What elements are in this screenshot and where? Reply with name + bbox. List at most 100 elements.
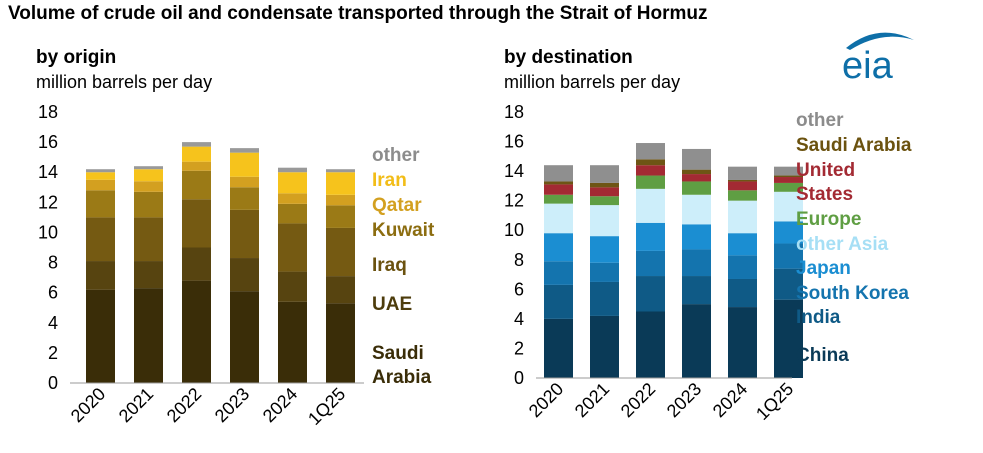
destination-bar-segment [682, 276, 711, 305]
destination-bar-segment [636, 311, 665, 378]
destination-y-tick-label: 16 [504, 132, 524, 152]
destination-bar-segment [774, 243, 803, 269]
origin-legend-label: Iraq [372, 255, 407, 276]
origin-bar-segment [182, 199, 211, 248]
destination-bar-segment [774, 177, 803, 183]
destination-bar-segment [728, 166, 757, 180]
destination-bar-segment [728, 255, 757, 279]
destination-y-tick-label: 8 [514, 250, 524, 270]
destination-bar-segment [544, 203, 573, 234]
destination-bar-segment [728, 278, 757, 308]
origin-bar-segment [230, 291, 259, 383]
origin-bar-segment [278, 167, 307, 173]
destination-y-tick-label: 10 [504, 220, 524, 240]
origin-bar-segment [230, 148, 259, 153]
origin-bar-segment [182, 280, 211, 383]
destination-bar-segment [590, 315, 619, 378]
origin-x-tick-label: 2021 [115, 384, 157, 426]
origin-x-tick-label: 2022 [163, 384, 205, 426]
left-chart-unit-label: million barrels per day [36, 72, 213, 92]
origin-legend-label: UAE [372, 294, 412, 315]
destination-bar-segment [682, 224, 711, 250]
origin-bar-segment [86, 169, 115, 173]
destination-bar-segment [590, 236, 619, 263]
destination-y-tick-label: 4 [514, 309, 524, 329]
origin-bar-segment [326, 169, 355, 173]
origin-bar-segment [326, 205, 355, 228]
destination-bar-segment [774, 191, 803, 222]
origin-bar-segment [182, 142, 211, 147]
origin-bar-segment [278, 301, 307, 383]
destination-bar-segment [590, 196, 619, 206]
origin-bar-segment [86, 179, 115, 191]
destination-bar-segment [544, 181, 573, 185]
origin-bar-segment [182, 247, 211, 281]
destination-chart: 0 2 4 6 8 10 12 14 16 18 2020 2021 2022 2023 2024 1Q25 o… [504, 102, 912, 424]
destination-x-tick-label: 2022 [617, 379, 659, 421]
destination-bar-segment [590, 182, 619, 188]
destination-bar-segment [590, 281, 619, 316]
destination-bar-segment [544, 194, 573, 204]
origin-y-tick-label: 12 [38, 192, 58, 212]
destination-bar-segment [636, 143, 665, 160]
origin-bar-segment [182, 161, 211, 171]
origin-legend-label: Kuwait [372, 220, 435, 241]
destination-legend-label: China [796, 345, 849, 366]
origin-bar-segment [86, 217, 115, 262]
origin-bar-segment [230, 176, 259, 188]
origin-bar-segment [326, 172, 355, 195]
destination-bar-segment [774, 175, 803, 178]
destination-bar-segment [774, 299, 803, 378]
destination-legend-label: States [796, 184, 853, 205]
origin-bar-segment [86, 261, 115, 290]
chart-title: Volume of crude oil and condensate trans… [8, 3, 708, 24]
destination-bar-segment [544, 165, 573, 182]
destination-legend-label: Saudi Arabia [796, 135, 912, 156]
origin-bar-segment [134, 166, 163, 170]
origin-x-tick-label: 1Q25 [304, 384, 349, 429]
origin-y-tick-label: 2 [48, 343, 58, 363]
destination-bar-segment [544, 284, 573, 319]
origin-x-tick-label: 2023 [211, 384, 253, 426]
origin-bar-segment [134, 261, 163, 289]
destination-bar-segment [774, 268, 803, 300]
destination-y-tick-label: 14 [504, 161, 524, 181]
origin-legend-label: Qatar [372, 195, 422, 216]
destination-x-tick-label: 2023 [663, 379, 705, 421]
destination-bar-segment [544, 233, 573, 262]
destination-bar-segment [544, 184, 573, 195]
destination-legend-label: other [796, 110, 844, 131]
destination-y-tick-label: 18 [504, 102, 524, 122]
origin-bar-segment [134, 181, 163, 192]
origin-bar-segment [134, 217, 163, 262]
eia-logo-icon: eia [842, 32, 914, 82]
destination-legend-label: United [796, 160, 855, 181]
origin-bar-segment [278, 223, 307, 272]
destination-bar-segment [682, 174, 711, 182]
eia-logo-swoosh [846, 32, 914, 50]
origin-bar-segment [182, 146, 211, 162]
origin-legend-label: other [372, 145, 420, 166]
destination-bar-segment [590, 187, 619, 197]
destination-bar-segment [774, 182, 803, 192]
destination-bar-segment [544, 261, 573, 285]
destination-y-tick-label: 2 [514, 338, 524, 358]
destination-y-tick-label: 6 [514, 279, 524, 299]
origin-bar-segment [326, 276, 355, 304]
destination-bar-segment [636, 188, 665, 223]
origin-bar-segment [134, 169, 163, 182]
destination-bar-segment [682, 169, 711, 175]
eia-logo-text: eia [842, 45, 894, 82]
destination-y-tick-label: 0 [514, 368, 524, 388]
destination-x-tick-label: 2024 [709, 379, 751, 421]
origin-legend-label: Arabia [372, 367, 432, 388]
destination-bar-segment [682, 194, 711, 225]
right-chart-subtitle: by destination [504, 47, 633, 68]
origin-chart: 0 2 4 6 8 10 12 14 16 18 2020 2021 2022 2023 2024 1Q25 o… [38, 102, 435, 429]
origin-bar-segment [278, 193, 307, 204]
destination-bar-segment [636, 222, 665, 251]
origin-y-tick-label: 8 [48, 253, 58, 273]
origin-bar-segment [230, 258, 259, 292]
destination-legend-label: South Korea [796, 283, 909, 304]
left-chart-subtitle: by origin [36, 47, 117, 68]
